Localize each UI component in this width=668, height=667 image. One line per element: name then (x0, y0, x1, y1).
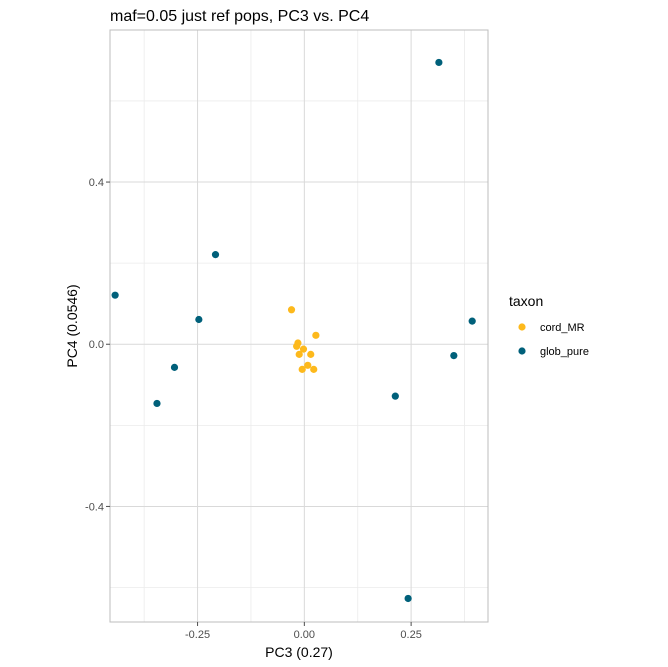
point-glob_pure (450, 352, 458, 360)
legend-label-cord_MR: cord_MR (540, 322, 585, 334)
legend: taxon cord_MR glob_pure (509, 293, 589, 358)
legend-key-cord_MR (518, 323, 526, 331)
point-glob_pure (153, 399, 161, 408)
point-cord_MR (310, 365, 318, 373)
point-cord_MR (304, 361, 312, 369)
legend-items: cord_MR glob_pure (518, 322, 589, 358)
point-cord_MR (298, 365, 306, 373)
point-glob_pure (435, 58, 443, 67)
legend-title: taxon (509, 293, 543, 309)
chart-title: maf=0.05 just ref pops, PC3 vs. PC4 (110, 8, 369, 25)
legend-label-glob_pure: glob_pure (540, 346, 589, 358)
x-axis-ticks: -0.25 0.00 0.25 (185, 622, 422, 641)
point-cord_MR (295, 350, 303, 358)
plot-panel (109, 29, 489, 623)
point-cord_MR (312, 331, 320, 339)
data-points (111, 58, 476, 603)
point-glob_pure (391, 392, 399, 400)
plot-border (109, 29, 489, 623)
point-glob_pure (170, 363, 179, 371)
point-cord_MR (307, 350, 315, 358)
point-glob_pure (404, 594, 412, 603)
x-tick-label: 0.00 (294, 629, 315, 641)
y-axis-ticks: -0.4 0.0 0.4 (85, 177, 110, 513)
point-cord_MR (299, 345, 308, 353)
x-axis-title: PC3 (0.27) (265, 644, 333, 660)
point-glob_pure (211, 251, 220, 259)
point-cord_MR (293, 342, 301, 350)
grid-minor (110, 30, 488, 622)
y-axis-title: PC4 (0.0546) (64, 284, 80, 367)
x-tick-label: -0.25 (185, 629, 210, 641)
x-tick-label: 0.25 (400, 629, 421, 641)
y-tick-label: 0.0 (89, 339, 104, 351)
y-tick-label: -0.4 (85, 501, 104, 513)
legend-key-glob_pure (518, 347, 526, 355)
point-glob_pure (195, 315, 203, 324)
y-tick-label: 0.4 (89, 177, 104, 189)
point-glob_pure (468, 317, 476, 325)
point-glob_pure (111, 291, 119, 299)
point-cord_MR (287, 306, 296, 314)
